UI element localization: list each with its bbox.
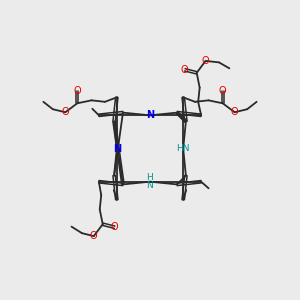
Text: O: O (202, 56, 209, 66)
Text: HN: HN (176, 144, 190, 153)
Text: O: O (181, 65, 189, 75)
Text: O: O (111, 222, 119, 232)
Text: O: O (231, 107, 239, 117)
Text: O: O (219, 86, 226, 96)
Text: O: O (74, 86, 81, 96)
Text: N: N (113, 143, 121, 154)
Text: H
N: H N (147, 173, 153, 190)
Text: O: O (90, 231, 98, 241)
Text: O: O (61, 107, 69, 117)
Text: N: N (146, 110, 154, 120)
